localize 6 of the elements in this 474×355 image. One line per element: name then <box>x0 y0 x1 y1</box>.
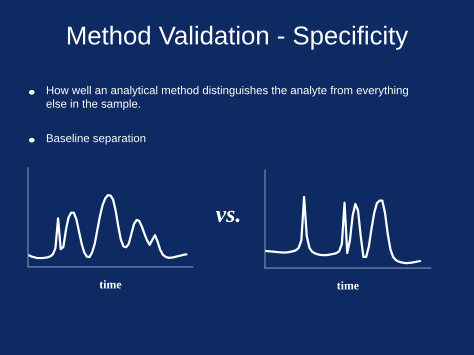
text: vs. <box>216 210 240 222</box>
x-axis-title: time <box>99 280 122 288</box>
chart-title: Method Validation - Specificity <box>68 26 408 50</box>
x-axis-title: time <box>336 281 359 290</box>
text: Baseline separation <box>46 134 146 144</box>
text: How well an analytical method distinguishes the analyte from everything else in the sample. <box>46 86 408 110</box>
